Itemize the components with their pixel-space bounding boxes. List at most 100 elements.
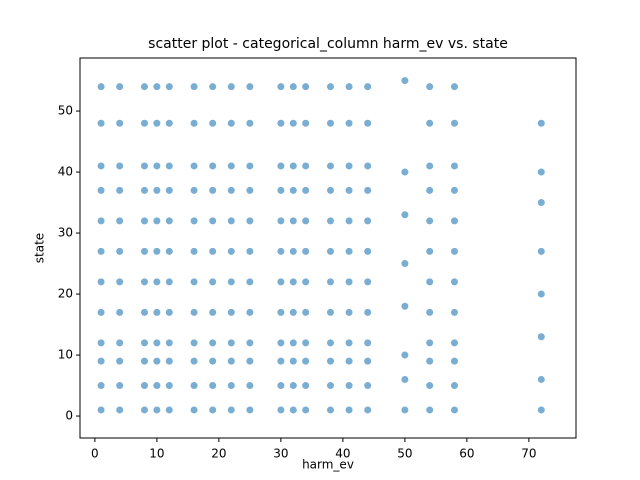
point: [165, 83, 173, 91]
point: [345, 382, 353, 390]
point: [209, 83, 217, 91]
point: [190, 83, 198, 91]
point: [277, 308, 285, 316]
point: [345, 406, 353, 414]
point: [277, 217, 285, 225]
point: [140, 278, 148, 286]
point: [116, 278, 124, 286]
point: [364, 119, 372, 127]
point: [326, 217, 334, 225]
point: [450, 217, 458, 225]
point: [153, 186, 161, 194]
point: [426, 119, 434, 127]
point: [401, 77, 409, 85]
point: [116, 382, 124, 390]
y-tick-label: 20: [58, 287, 73, 301]
point: [190, 308, 198, 316]
point: [140, 119, 148, 127]
point: [289, 339, 297, 347]
point: [401, 375, 409, 383]
x-tick-label: 60: [459, 447, 474, 461]
x-tick-label: 0: [91, 447, 99, 461]
point: [165, 339, 173, 347]
point: [246, 357, 254, 365]
point: [190, 162, 198, 170]
point: [277, 119, 285, 127]
point: [326, 119, 334, 127]
point: [277, 186, 285, 194]
point: [426, 382, 434, 390]
point: [302, 186, 310, 194]
point: [140, 406, 148, 414]
point: [153, 406, 161, 414]
point: [246, 186, 254, 194]
point: [326, 308, 334, 316]
point: [277, 83, 285, 91]
point: [165, 119, 173, 127]
point: [326, 186, 334, 194]
point: [450, 339, 458, 347]
point: [401, 351, 409, 359]
y-tick-label: 0: [65, 409, 73, 423]
point: [153, 382, 161, 390]
point: [246, 308, 254, 316]
point: [426, 339, 434, 347]
x-tick-label: 40: [335, 447, 350, 461]
point: [289, 308, 297, 316]
point: [140, 382, 148, 390]
point: [246, 83, 254, 91]
point: [153, 278, 161, 286]
point: [277, 247, 285, 255]
point: [227, 339, 235, 347]
point: [140, 308, 148, 316]
x-tick-label: 20: [211, 447, 226, 461]
point: [190, 382, 198, 390]
point: [302, 308, 310, 316]
point: [289, 247, 297, 255]
point: [246, 339, 254, 347]
point: [190, 217, 198, 225]
axes-frame: [79, 57, 577, 439]
point: [116, 308, 124, 316]
point: [302, 83, 310, 91]
point: [246, 382, 254, 390]
point: [227, 357, 235, 365]
point: [116, 357, 124, 365]
point: [165, 162, 173, 170]
point: [537, 406, 545, 414]
point: [364, 308, 372, 316]
y-tick-label: 10: [58, 348, 73, 362]
point: [537, 199, 545, 207]
point: [345, 186, 353, 194]
point: [165, 217, 173, 225]
point: [277, 162, 285, 170]
y-tick-label: 40: [58, 165, 73, 179]
point: [426, 247, 434, 255]
point: [302, 382, 310, 390]
point: [246, 162, 254, 170]
point: [97, 119, 105, 127]
point: [97, 247, 105, 255]
point: [190, 406, 198, 414]
point: [165, 406, 173, 414]
point: [209, 119, 217, 127]
point: [289, 406, 297, 414]
point: [426, 186, 434, 194]
point: [97, 357, 105, 365]
point: [326, 382, 334, 390]
point: [153, 357, 161, 365]
point: [401, 302, 409, 310]
point: [345, 247, 353, 255]
point: [326, 339, 334, 347]
point: [345, 278, 353, 286]
point: [227, 186, 235, 194]
point: [364, 186, 372, 194]
point: [140, 247, 148, 255]
point: [450, 406, 458, 414]
x-tick-label: 70: [521, 447, 536, 461]
point: [302, 217, 310, 225]
point: [97, 278, 105, 286]
point: [209, 339, 217, 347]
point: [140, 339, 148, 347]
